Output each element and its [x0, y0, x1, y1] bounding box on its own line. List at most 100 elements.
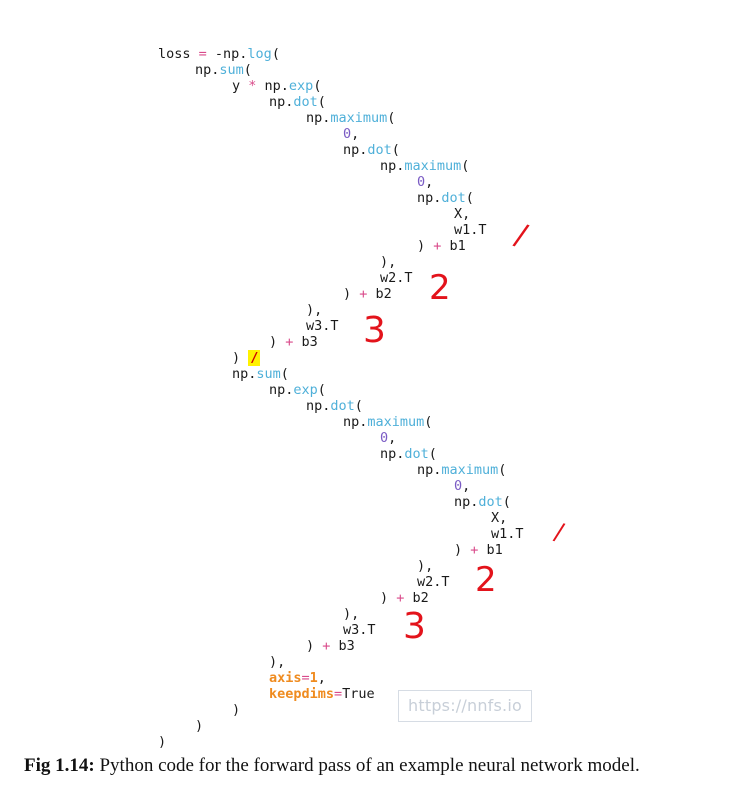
code-token: np. [232, 366, 257, 382]
code-token: dot [367, 142, 392, 158]
code-line: y * np.exp( [232, 79, 321, 94]
code-token: ( [317, 94, 326, 110]
code-token: w1.T [491, 526, 524, 542]
code-token: loss [158, 46, 199, 62]
code-token: b3 [330, 638, 355, 654]
code-line: ) / [232, 350, 261, 366]
code-token: np. [380, 446, 405, 462]
code-line: np.dot( [269, 95, 326, 110]
code-line: keepdims=True [269, 687, 375, 702]
code-token: = [198, 46, 207, 62]
code-line: np.dot( [343, 143, 400, 158]
code-token: w3.T [306, 318, 339, 334]
code-line: np.maximum( [380, 159, 469, 174]
code-line: 0, [380, 431, 396, 446]
code-token: dot [293, 94, 318, 110]
code-token: ) [158, 734, 167, 750]
code-token: sum [256, 366, 281, 382]
code-token: log [247, 46, 272, 62]
code-line: np.exp( [269, 383, 326, 398]
code-token: , [462, 478, 471, 494]
code-token: + [359, 286, 368, 302]
code-token: y [232, 78, 249, 94]
code-line: ) [195, 719, 203, 734]
code-token: b1 [478, 542, 503, 558]
annotation-2-bottom: 2 [475, 560, 497, 600]
code-line: ) + b1 [454, 543, 503, 558]
code-token: maximum [404, 158, 462, 174]
code-line: ) + b1 [417, 239, 466, 254]
code-token: w2.T [417, 574, 450, 590]
code-line: w1.T [491, 527, 524, 542]
code-token: = [334, 686, 343, 702]
code-token: np. [454, 494, 479, 510]
code-token: b1 [441, 238, 466, 254]
code-line: np.sum( [195, 63, 252, 78]
code-token: + [285, 334, 294, 350]
code-line: ) + b2 [380, 591, 429, 606]
code-token: 1 [309, 670, 318, 686]
code-line: X, [454, 207, 470, 222]
code-token: np. [269, 382, 294, 398]
code-line: np.sum( [232, 367, 289, 382]
code-token: 0 [380, 430, 389, 446]
code-line: 0, [343, 127, 359, 142]
code-token: dot [330, 398, 355, 414]
code-token: dot [404, 446, 429, 462]
code-token: ), [269, 654, 286, 670]
code-token: , [317, 670, 326, 686]
code-token: exp [293, 382, 318, 398]
code-token: np. [306, 398, 331, 414]
code-token: ) [232, 350, 249, 366]
code-token: b2 [367, 286, 392, 302]
code-token: np. [343, 414, 368, 430]
code-line: axis=1, [269, 671, 326, 686]
code-token: ( [354, 398, 363, 414]
code-token: np. [195, 62, 220, 78]
code-token: np. [256, 78, 289, 94]
code-line: ), [306, 303, 322, 318]
code-token: ) [454, 542, 471, 558]
annotation-3-top: 3 [363, 310, 386, 351]
code-token: sum [219, 62, 244, 78]
code-token: np. [417, 462, 442, 478]
code-line: loss = -np.log( [158, 47, 280, 62]
code-line: 0, [454, 479, 470, 494]
code-token: np. [269, 94, 294, 110]
code-token: np. [343, 142, 368, 158]
code-token: ) [232, 702, 241, 718]
code-listing: loss = -np.log(np.sum(y * np.exp(np.dot(… [158, 47, 524, 750]
code-line: X, [491, 511, 507, 526]
code-token: * [248, 78, 257, 94]
code-line: ), [343, 607, 359, 622]
code-line: ) + b2 [343, 287, 392, 302]
code-token: + [433, 238, 442, 254]
code-line: np.dot( [454, 495, 511, 510]
code-token: + [322, 638, 331, 654]
code-token: -np. [206, 46, 248, 62]
code-token: ) [380, 590, 397, 606]
code-token: ), [380, 254, 397, 270]
code-token: ) [195, 718, 204, 734]
code-line: w3.T [343, 623, 376, 638]
code-token: X, [454, 206, 471, 222]
code-token: , [388, 430, 397, 446]
code-token: dot [478, 494, 503, 510]
code-token: axis [269, 670, 302, 686]
code-token: ) [306, 638, 323, 654]
annotation-2-top: 2 [429, 268, 451, 308]
code-line: ), [269, 655, 285, 670]
code-token: w3.T [343, 622, 376, 638]
highlighted-token: / [248, 350, 261, 366]
code-token: maximum [367, 414, 425, 430]
code-token: np. [380, 158, 405, 174]
code-token: ( [243, 62, 252, 78]
code-token: np. [306, 110, 331, 126]
code-token: 0 [454, 478, 463, 494]
annotation-3-bottom: 3 [403, 606, 426, 647]
code-token: b3 [293, 334, 318, 350]
code-token: ) [269, 334, 286, 350]
code-line: np.dot( [417, 191, 474, 206]
code-token: ) [417, 238, 434, 254]
code-token: ( [317, 382, 326, 398]
